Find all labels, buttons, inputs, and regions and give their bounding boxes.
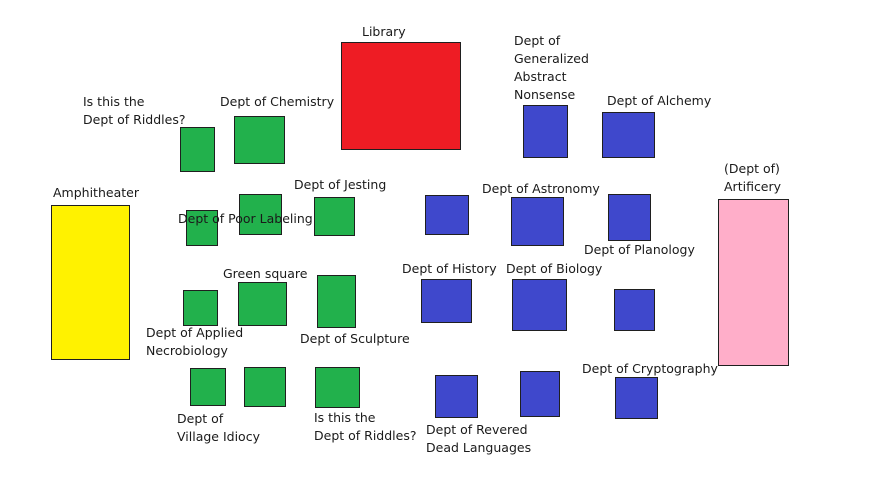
history-label: Dept of History [402, 261, 497, 276]
blue-square-history [421, 279, 472, 323]
poor-labeling-label: Dept of Poor Labeling [178, 211, 313, 226]
cryptography-label: Dept of Cryptography [582, 361, 718, 376]
blue-square-revered-dead-languages [435, 375, 478, 418]
astronomy-label: Dept of Astronomy [482, 181, 600, 196]
green-square-poor-labeling-b [239, 194, 282, 235]
label-line: Dept of Riddles? [83, 112, 186, 127]
label-line: Nonsense [514, 87, 576, 102]
green-square-poor-labeling-a [186, 210, 218, 246]
library-box [341, 42, 461, 150]
label-line: Dead Languages [426, 440, 532, 455]
label-line: Artificery [724, 179, 782, 194]
green-square-chemistry [234, 116, 285, 164]
label-line: Is this the [83, 94, 145, 109]
blue-square-unlabeled-bottom [520, 371, 560, 417]
artificery-box [718, 199, 789, 366]
green-square-label: Green square [223, 266, 308, 281]
revered-dead-languages-label: Dept of Revered Dead Languages [426, 421, 531, 457]
chemistry-label: Dept of Chemistry [220, 94, 335, 109]
amphitheater-label: Amphitheater [53, 185, 139, 200]
generalized-abstract-nonsense-label: Dept of Generalized Abstract Nonsense [514, 32, 589, 104]
applied-necrobiology-label: Dept of Applied Necrobiology [146, 324, 243, 360]
green-square-riddles-bottom [315, 367, 360, 408]
green-square-green-square [238, 282, 287, 326]
artificery-label: (Dept of) Artificery [724, 160, 781, 196]
jesting-label: Dept of Jesting [294, 177, 387, 192]
label-line: Necrobiology [146, 343, 228, 358]
riddles-top-label: Is this the Dept of Riddles? [83, 93, 185, 129]
alchemy-label: Dept of Alchemy [607, 93, 712, 108]
green-square-necrobiology [183, 290, 218, 326]
label-line: Dept of [514, 33, 561, 48]
blue-square-astronomy [511, 197, 564, 246]
label-line: Dept of Applied [146, 325, 244, 340]
label-line: Dept of Riddles? [314, 428, 417, 443]
biology-label: Dept of Biology [506, 261, 603, 276]
green-square-riddles-top [180, 127, 215, 172]
blue-square-biology [512, 279, 567, 331]
green-square-village-idiocy [190, 368, 226, 406]
planology-label: Dept of Planology [584, 242, 695, 257]
label-line: Generalized [514, 51, 589, 66]
amphitheater-box [51, 205, 130, 360]
village-idiocy-label: Dept of Village Idiocy [177, 410, 260, 446]
label-line: Village Idiocy [177, 429, 260, 444]
blue-square-planology [608, 194, 651, 241]
green-square-unlabeled [244, 367, 286, 407]
blue-square-cryptography [615, 377, 658, 419]
label-line: Dept of [177, 411, 224, 426]
sculpture-label: Dept of Sculpture [300, 331, 410, 346]
green-square-jesting [314, 197, 355, 236]
label-line: Dept of Revered [426, 422, 528, 437]
riddles-bottom-label: Is this the Dept of Riddles? [314, 409, 416, 445]
green-square-sculpture [317, 275, 356, 328]
library-label: Library [362, 24, 406, 39]
blue-square-generalized-abstract-nonsense [523, 105, 568, 158]
label-line: (Dept of) [724, 161, 780, 176]
blue-square-unlabeled-left [425, 195, 469, 235]
blue-square-unlabeled-right [614, 289, 655, 331]
label-line: Abstract [514, 69, 567, 84]
label-line: Is this the [314, 410, 376, 425]
blue-square-alchemy [602, 112, 655, 158]
